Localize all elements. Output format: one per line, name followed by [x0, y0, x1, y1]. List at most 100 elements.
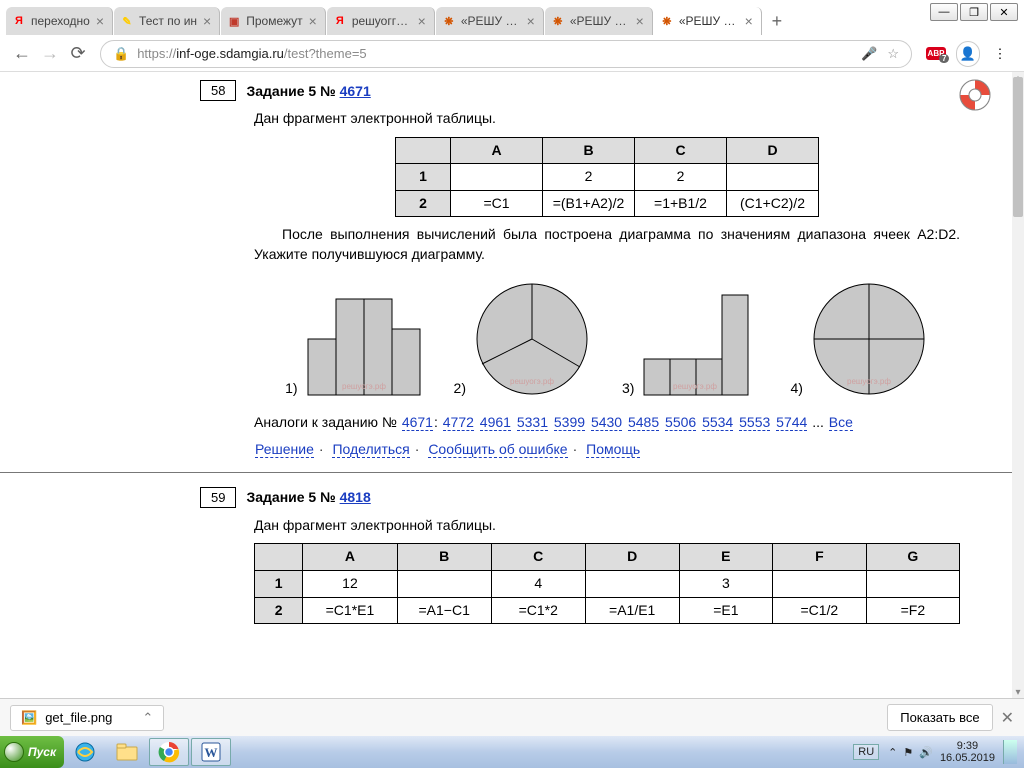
abp-icon[interactable]: ABP7	[924, 42, 948, 66]
close-download-bar-button[interactable]: ✕	[1001, 708, 1014, 728]
analog-link[interactable]: 4772	[443, 414, 474, 431]
close-tab-icon[interactable]: ×	[96, 13, 104, 29]
new-tab-button[interactable]: +	[763, 7, 791, 35]
task-intro: Дан фрагмент электронной таблицы.	[254, 109, 960, 129]
download-filename: get_file.png	[45, 710, 112, 725]
option-4[interactable]: 4) решуогэ.рф	[790, 279, 928, 399]
minimize-button[interactable]: —	[930, 3, 958, 21]
option-3[interactable]: 3) решуогэ.рф	[622, 289, 760, 399]
close-tab-icon[interactable]: ×	[418, 13, 426, 29]
analog-link[interactable]: 5430	[591, 414, 622, 431]
task-intro-59: Дан фрагмент электронной таблицы.	[254, 516, 960, 536]
close-window-button[interactable]: ✕	[990, 3, 1018, 21]
tab-label: «РЕШУ ОГ	[461, 14, 521, 28]
cell: =C1/2	[772, 597, 866, 624]
report-link[interactable]: Сообщить об ошибке	[428, 441, 567, 458]
task-id-link-59[interactable]: 4818	[340, 489, 371, 505]
chrome-taskbar-icon[interactable]	[149, 738, 189, 766]
browser-tab[interactable]: ❋«РЕШУ ОГ×	[436, 7, 544, 35]
analog-link[interactable]: 5506	[665, 414, 696, 431]
chart-options: 1) решуогэ.рф 2)	[254, 279, 960, 399]
analog-link[interactable]: 4961	[480, 414, 511, 431]
cell	[772, 570, 866, 597]
option-4-label: 4)	[790, 379, 802, 399]
separator	[0, 472, 1012, 473]
browser-tab[interactable]: Япереходно×	[6, 7, 113, 35]
cell	[397, 570, 491, 597]
maximize-button[interactable]: ❐	[960, 3, 988, 21]
task-number-box: 58	[200, 80, 236, 101]
col-header: A	[303, 544, 397, 571]
back-button[interactable]: ←	[8, 40, 36, 68]
task-body-59: Дан фрагмент электронной таблицы. ABCDEF…	[254, 516, 960, 624]
solution-link[interactable]: Решение	[255, 441, 314, 458]
cell: =E1	[679, 597, 772, 624]
close-tab-icon[interactable]: ×	[527, 13, 535, 29]
reload-button[interactable]: ⟳	[64, 40, 92, 68]
language-indicator[interactable]: RU	[853, 744, 879, 760]
word-taskbar-icon[interactable]: W	[191, 738, 231, 766]
profile-button[interactable]: 👤	[956, 42, 980, 66]
start-button[interactable]: Пуск	[0, 736, 64, 768]
option-1[interactable]: 1) решуогэ.рф	[285, 289, 423, 399]
cell: =A1−C1	[397, 597, 491, 624]
task-id-link[interactable]: 4671	[340, 83, 371, 99]
col-header: C	[491, 544, 585, 571]
actions-row: Решение· Поделиться· Сообщить об ошибке·…	[254, 440, 960, 460]
close-tab-icon[interactable]: ×	[309, 13, 317, 29]
analog-link[interactable]: 5399	[554, 414, 585, 431]
share-link[interactable]: Поделиться	[332, 441, 409, 458]
ie-taskbar-icon[interactable]	[65, 738, 105, 766]
close-tab-icon[interactable]: ×	[203, 13, 211, 29]
address-bar[interactable]: 🔒 https://inf-oge.sdamgia.ru/test?theme=…	[100, 40, 912, 68]
vertical-scrollbar[interactable]: ▴ ▾	[1012, 72, 1024, 698]
show-desktop-icon[interactable]	[1003, 740, 1017, 764]
col-header: B	[543, 137, 635, 164]
clock[interactable]: 9:3916.05.2019	[940, 740, 995, 764]
cell: (C1+C2)/2	[727, 190, 819, 217]
mic-icon[interactable]: 🎤	[861, 46, 877, 62]
star-icon[interactable]: ☆	[887, 46, 899, 62]
lock-icon: 🔒	[113, 46, 129, 62]
col-header: B	[397, 544, 491, 571]
help-lifebuoy-icon[interactable]	[958, 78, 992, 115]
scroll-down-arrow[interactable]: ▾	[1012, 686, 1024, 698]
analog-link[interactable]: 5744	[776, 414, 807, 431]
volume-icon[interactable]: 🔊	[919, 746, 933, 759]
browser-tab[interactable]: ▣Промежут×	[221, 7, 326, 35]
bar-chart-1-icon: решуогэ.рф	[304, 289, 424, 399]
scroll-thumb[interactable]	[1013, 77, 1023, 217]
explorer-taskbar-icon[interactable]	[107, 738, 147, 766]
analog-main-link[interactable]: 4671	[402, 414, 433, 431]
analog-link[interactable]: 5485	[628, 414, 659, 431]
browser-tab[interactable]: ❋«РЕШУ ОГ×	[654, 7, 762, 35]
row-header: 2	[396, 190, 451, 217]
col-header: D	[727, 137, 819, 164]
chevron-up-icon[interactable]: ⌃	[142, 710, 153, 726]
cell: =(B1+A2)/2	[543, 190, 635, 217]
close-tab-icon[interactable]: ×	[636, 13, 644, 29]
browser-tab[interactable]: ❋«РЕШУ ОГ×	[545, 7, 653, 35]
analog-link[interactable]: 5534	[702, 414, 733, 431]
tray-flag-icon[interactable]: ⚑	[903, 746, 913, 759]
help-link[interactable]: Помощь	[586, 441, 640, 458]
show-all-downloads-button[interactable]: Показать все	[887, 704, 992, 731]
tray-chevron-icon[interactable]: ⌃	[888, 746, 897, 759]
tab-strip: Япереходно×✎Тест по ин×▣Промежут×Ярешуог…	[6, 6, 924, 36]
download-chip[interactable]: 🖼️ get_file.png ⌃	[10, 705, 164, 731]
option-2[interactable]: 2) решуогэ.рф	[454, 279, 592, 399]
browser-tab[interactable]: ✎Тест по ин×	[114, 7, 220, 35]
close-tab-icon[interactable]: ×	[745, 13, 753, 29]
cell: =F2	[866, 597, 959, 624]
tab-label: переходно	[31, 14, 90, 28]
analog-link[interactable]: 5331	[517, 414, 548, 431]
menu-button[interactable]: ⋮	[988, 42, 1012, 66]
cell	[727, 164, 819, 191]
analogs-row: Аналоги к заданию № 4671: 4772 4961 5331…	[254, 413, 960, 433]
browser-tab[interactable]: Ярешуоггэ и×	[327, 7, 435, 35]
analog-link[interactable]: 5553	[739, 414, 770, 431]
analog-all-link[interactable]: Все	[829, 414, 853, 431]
option-3-label: 3)	[622, 379, 634, 399]
task-header-59: 59 Задание 5 № 4818	[200, 487, 960, 508]
forward-button[interactable]: →	[36, 40, 64, 68]
